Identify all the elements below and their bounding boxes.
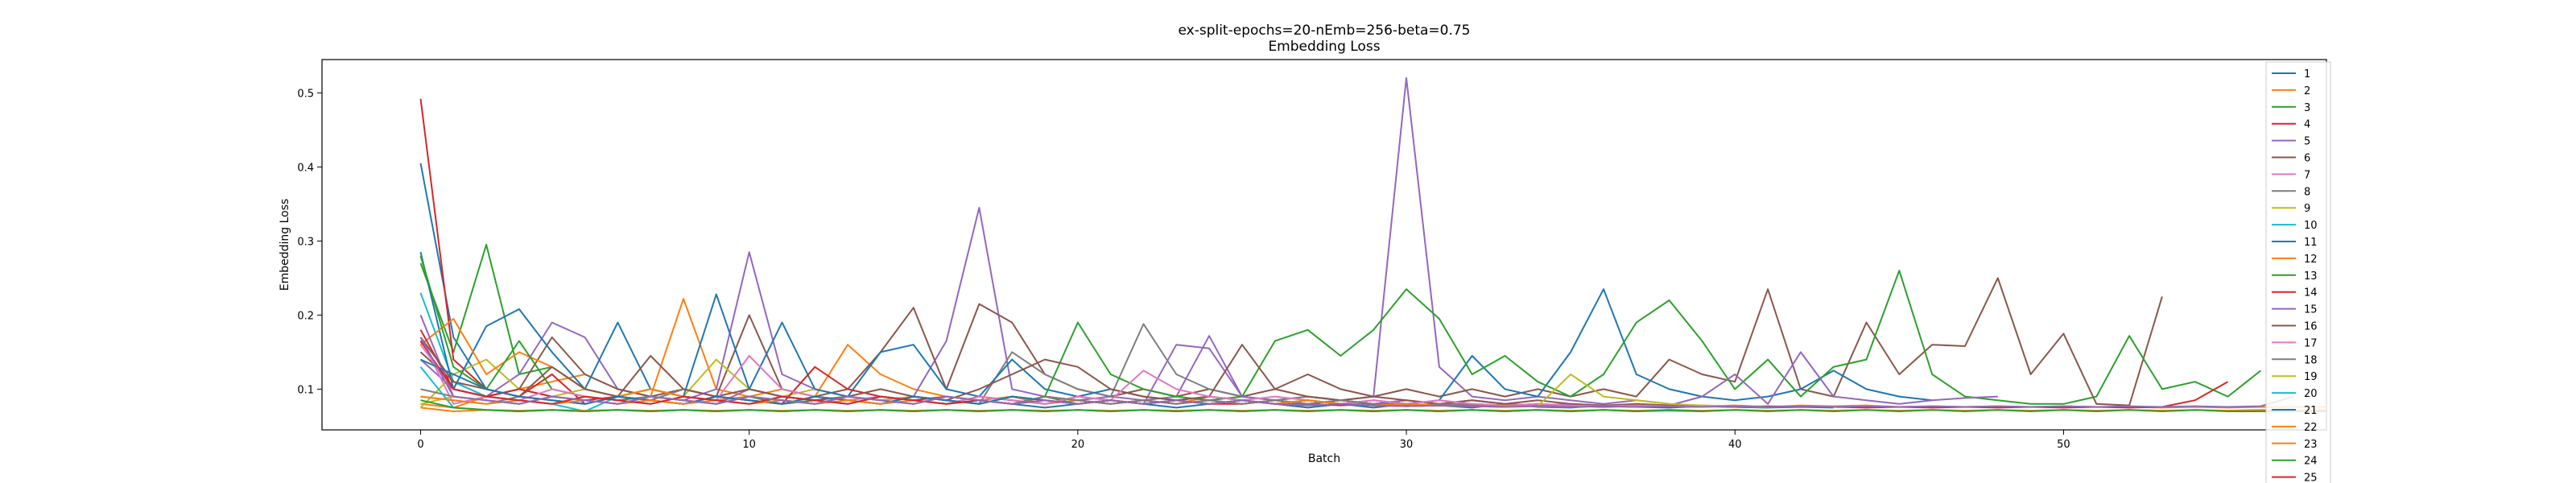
series-line-6 bbox=[419, 277, 2163, 407]
series-line-15 bbox=[419, 315, 1998, 407]
legend-label-19: 19 bbox=[2304, 371, 2318, 383]
series-line-12 bbox=[419, 318, 1472, 407]
y-tick-label: 0.4 bbox=[297, 162, 314, 174]
x-tick-label: 10 bbox=[742, 439, 756, 451]
x-axis-title: Batch bbox=[1308, 452, 1340, 465]
legend-label-15: 15 bbox=[2304, 304, 2318, 316]
series-line-4 bbox=[419, 98, 1472, 407]
legend-label-21: 21 bbox=[2304, 405, 2318, 417]
legend-label-18: 18 bbox=[2304, 354, 2318, 366]
series-line-8 bbox=[420, 323, 1703, 408]
legend-label-13: 13 bbox=[2304, 270, 2318, 283]
series-line-5 bbox=[419, 77, 1670, 405]
legend-label-9: 9 bbox=[2304, 203, 2310, 215]
series-line-11 bbox=[419, 251, 1933, 405]
y-axis: 0.1 0.2 0.3 0.4 0.5 bbox=[297, 88, 322, 396]
x-tick-label: 40 bbox=[1728, 439, 1742, 451]
legend-label-7: 7 bbox=[2304, 169, 2310, 181]
legend-label-5: 5 bbox=[2304, 136, 2310, 148]
y-tick-label: 0.5 bbox=[297, 88, 314, 100]
series-layer bbox=[419, 77, 2327, 412]
y-tick-label: 0.1 bbox=[297, 384, 314, 396]
x-axis: 0 10 20 30 40 50 bbox=[417, 430, 2070, 451]
legend-label-4: 4 bbox=[2304, 119, 2310, 131]
legend-label-17: 17 bbox=[2304, 337, 2318, 349]
legend-frame bbox=[2265, 61, 2331, 483]
series-line-16 bbox=[419, 336, 1703, 407]
legend-label-8: 8 bbox=[2304, 186, 2310, 198]
y-tick-label: 0.3 bbox=[297, 236, 314, 248]
legend-label-20: 20 bbox=[2304, 388, 2318, 400]
x-tick-label: 0 bbox=[417, 439, 423, 451]
legend: 1234567891011121314151617181920212223242… bbox=[2265, 61, 2331, 483]
x-tick-label: 20 bbox=[1071, 439, 1085, 451]
legend-label-6: 6 bbox=[2304, 153, 2310, 165]
chart-title: ex-split-epochs=20-nEmb=256-beta=0.75 Em… bbox=[1178, 23, 1470, 55]
legend-label-1: 1 bbox=[2304, 68, 2310, 80]
legend-label-22: 22 bbox=[2304, 422, 2318, 434]
legend-label-14: 14 bbox=[2304, 287, 2318, 299]
series-line-3 bbox=[419, 244, 1769, 409]
legend-label-24: 24 bbox=[2304, 456, 2318, 468]
series-line-26 bbox=[419, 336, 2294, 408]
x-tick-label: 50 bbox=[2057, 439, 2070, 451]
title-line-1: ex-split-epochs=20-nEmb=256-beta=0.75 bbox=[1178, 23, 1470, 39]
legend-label-10: 10 bbox=[2304, 220, 2318, 232]
legend-label-11: 11 bbox=[2304, 237, 2318, 249]
legend-label-16: 16 bbox=[2304, 321, 2318, 333]
legend-label-2: 2 bbox=[2304, 85, 2310, 97]
x-tick-label: 30 bbox=[1400, 439, 1414, 451]
series-line-1 bbox=[419, 163, 1834, 409]
y-axis-title: Embedding Loss bbox=[279, 199, 291, 291]
legend-label-3: 3 bbox=[2304, 102, 2310, 114]
plot-area-frame bbox=[321, 59, 2327, 431]
legend-label-23: 23 bbox=[2304, 439, 2318, 451]
y-tick-label: 0.2 bbox=[297, 310, 314, 322]
series-line-24 bbox=[420, 399, 2326, 412]
title-line-2: Embedding Loss bbox=[1268, 39, 1380, 55]
legend-label-25: 25 bbox=[2304, 473, 2318, 483]
legend-label-12: 12 bbox=[2304, 254, 2318, 266]
